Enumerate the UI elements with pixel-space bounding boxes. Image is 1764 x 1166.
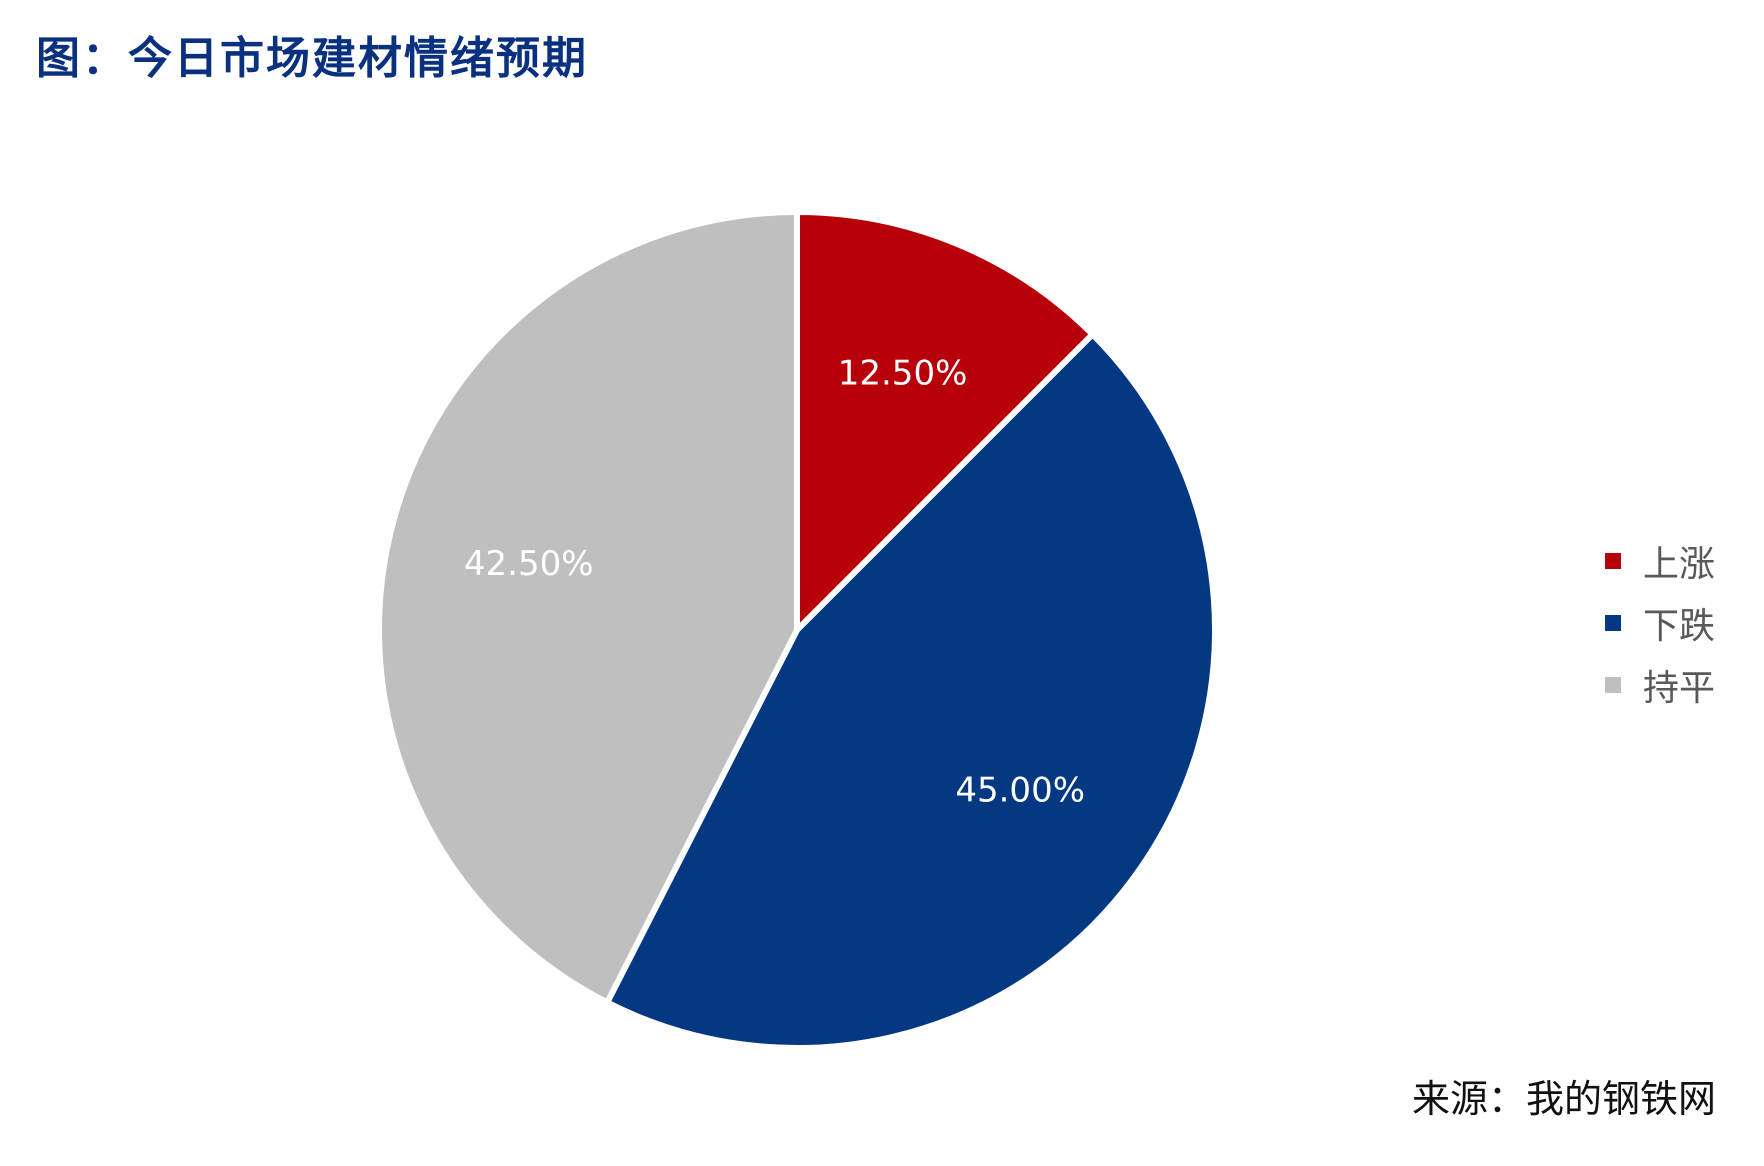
legend-label-down: 下跌	[1643, 606, 1716, 647]
legend-label-up: 上涨	[1643, 544, 1716, 585]
data-label-flat: 42.50%	[464, 544, 594, 584]
chart-title: 图：今日市场建材情绪预期	[36, 33, 588, 84]
legend-item-up: 上涨	[1605, 530, 1715, 592]
legend-item-flat: 持平	[1605, 654, 1715, 716]
source-note: 来源：我的钢铁网	[1411, 1077, 1716, 1121]
data-label-up: 12.50%	[838, 354, 968, 394]
legend: 上涨 下跌 持平	[1605, 530, 1715, 716]
data-label-down: 45.00%	[955, 771, 1085, 811]
legend-item-down: 下跌	[1605, 592, 1715, 654]
legend-label-flat: 持平	[1643, 668, 1716, 709]
legend-swatch-flat	[1605, 677, 1621, 693]
pie-slice-up	[794, 209, 1096, 633]
pie-slice-down	[604, 331, 1218, 1051]
pie-slice-flat	[376, 209, 800, 1006]
legend-swatch-up	[1605, 553, 1621, 569]
legend-swatch-down	[1605, 615, 1621, 631]
